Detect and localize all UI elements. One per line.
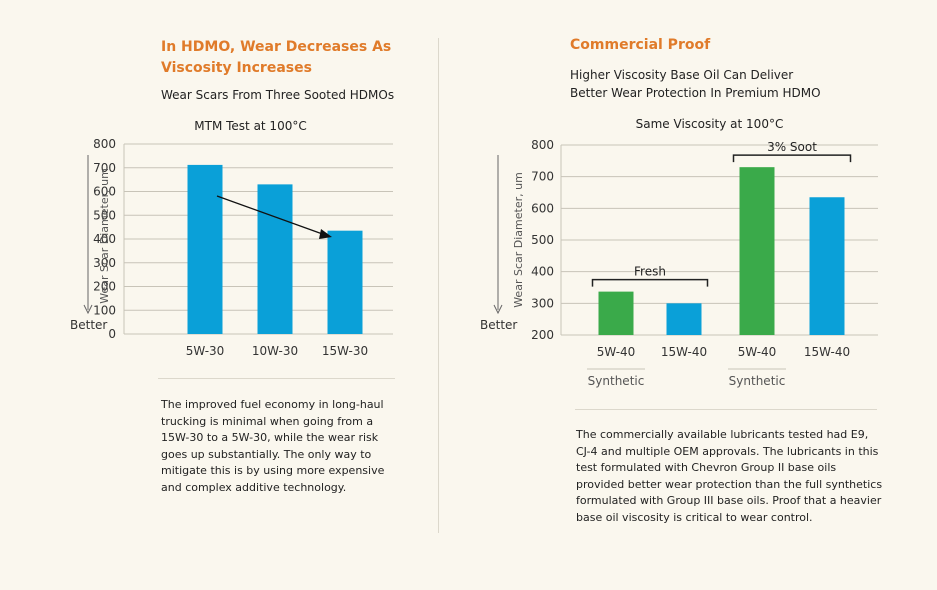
y-tick-label: 800 [93,137,116,151]
left-heading: In HDMO, Wear Decreases As Viscosity Inc… [161,39,392,76]
group-bracket [591,278,709,287]
y-tick-label: 200 [531,328,554,342]
chart-title: MTM Test at 100°C [194,119,306,133]
x-tick-label: 5W-40 [597,345,636,359]
better-label: Better [480,318,517,332]
x-tick-label: 5W-30 [186,344,225,358]
right-rule [575,409,877,410]
bar [327,230,363,334]
y-tick-label: 0 [108,327,116,341]
bar [809,197,845,335]
column-divider [438,38,439,533]
left-chart: MTM Test at 100°C 0 100 200 300 400 500 600 700 8… [70,119,393,358]
y-tick-label: 300 [531,296,554,310]
x-tick-label: 5W-40 [738,345,777,359]
y-tick-label: 700 [93,161,116,175]
bar [598,291,634,335]
bar [187,164,223,334]
better-arrow-head [493,304,503,315]
trend-arrow-head [319,229,332,239]
y-tick-label: 100 [93,303,116,317]
bar [257,184,293,334]
right-chart: Same Viscosity at 100°C 200 300 400 500 600 70… [480,117,878,388]
y-tick-label: 400 [93,232,116,246]
left-rule [158,378,395,379]
group-label: Fresh [634,265,666,279]
x-tick-label: 15W-30 [322,344,368,358]
x-tick-label: 15W-40 [661,345,707,359]
y-tick-label: 600 [93,185,116,199]
y-tick-label: 300 [93,256,116,270]
group-bracket [732,154,852,163]
trend-arrow [216,195,329,237]
bar [739,167,775,335]
group-label: 3% Soot [767,140,817,154]
y-tick-label: 700 [531,170,554,184]
right-heading: Commercial Proof [570,37,711,53]
chart-title: Same Viscosity at 100°C [636,117,784,131]
y-tick-label: 800 [531,138,554,152]
y-axis-label: Wear Scar Diameter, um [98,168,111,304]
y-tick-label: 500 [531,233,554,247]
x-tick-label: 10W-30 [252,344,298,358]
category-note: Synthetic [729,374,786,388]
bar [666,303,702,335]
better-arrow-head [83,304,93,315]
y-tick-label: 400 [531,265,554,279]
x-tick-label: 15W-40 [804,345,850,359]
left-subheading: Wear Scars From Three Sooted HDMOs [161,88,395,102]
y-tick-label: 500 [93,208,116,222]
right-description: The commercially available lubricants te… [576,428,883,524]
right-subheading: Higher Viscosity Base Oil Can Deliver Be… [570,68,821,100]
left-description: The improved fuel economy in long-haul t… [161,398,385,494]
category-note: Synthetic [588,374,645,388]
better-label: Better [70,318,107,332]
y-tick-label: 200 [93,280,116,294]
y-tick-label: 600 [531,201,554,215]
y-axis-label: Wear Scar Diameter, um [512,172,525,308]
